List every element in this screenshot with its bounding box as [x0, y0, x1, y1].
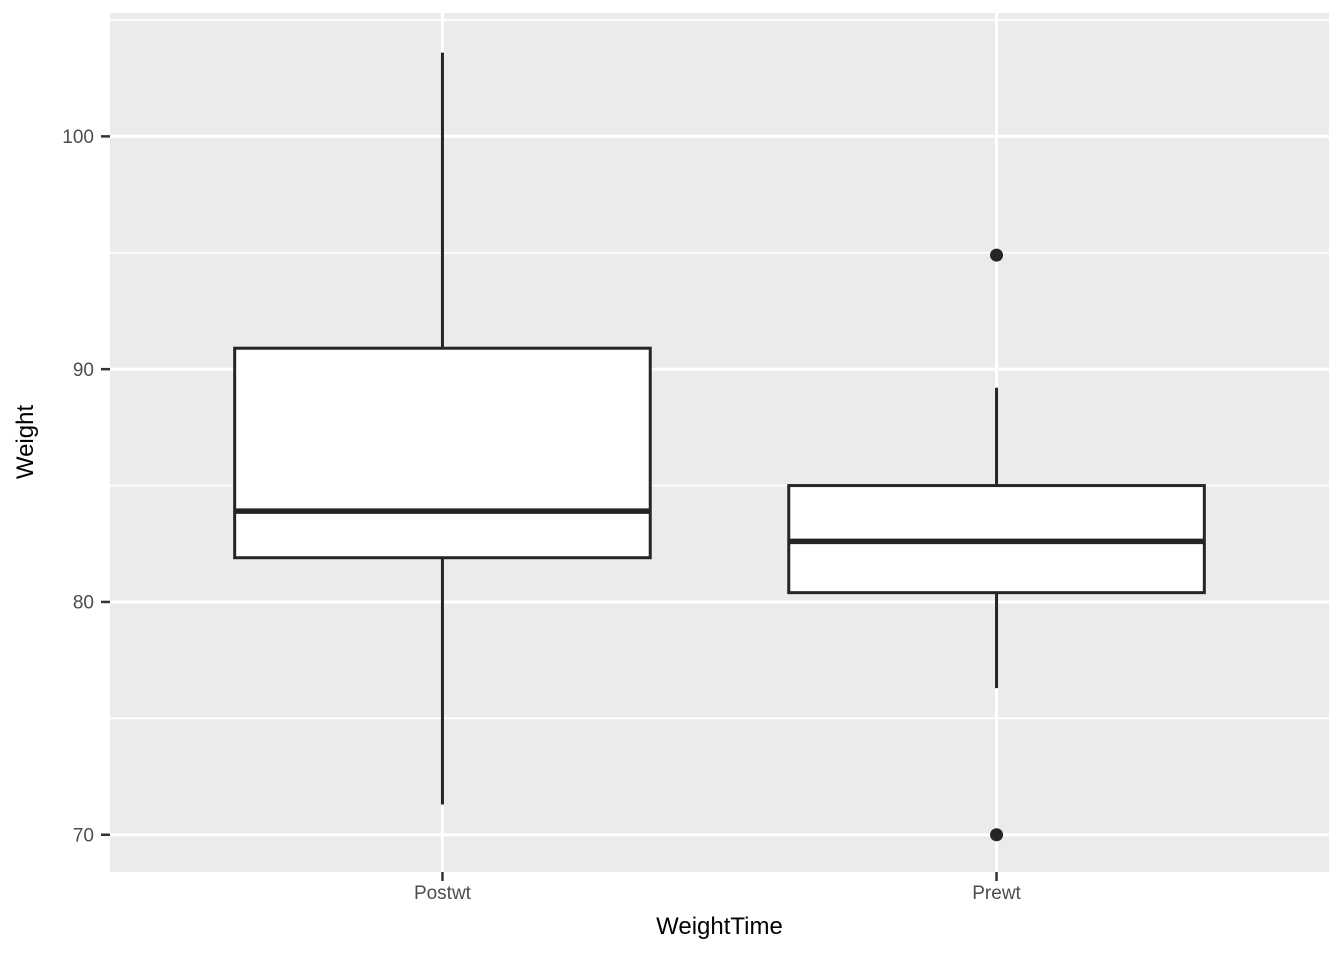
y-tick-label: 90	[73, 360, 94, 381]
outlier-point	[990, 248, 1004, 262]
y-tick-label: 80	[73, 593, 94, 614]
iqr-box	[233, 346, 652, 560]
outlier-point	[990, 828, 1004, 842]
y-axis-title: Weight	[12, 404, 39, 480]
x-tick-label: Postwt	[414, 883, 472, 904]
x-tick-label: Prewt	[972, 883, 1021, 904]
y-tick-label: 70	[73, 825, 94, 846]
y-tick-label: 100	[62, 127, 94, 148]
x-axis-title: WeightTime	[656, 913, 783, 940]
